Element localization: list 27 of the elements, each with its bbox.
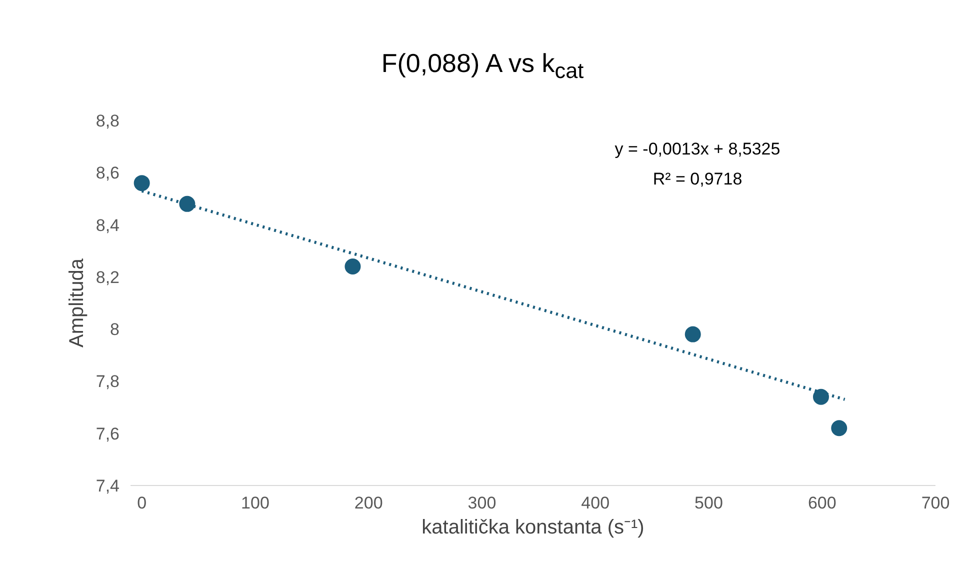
y-axis-title: Amplituda	[66, 258, 88, 348]
point	[134, 175, 150, 192]
y-tick-label: 8	[110, 320, 120, 340]
x-tick-label: 400	[581, 494, 610, 512]
y-tick-label: 8,4	[96, 216, 120, 235]
annotation: R² = 0,9718	[652, 170, 742, 188]
point	[812, 388, 829, 405]
x-tick-label: 0	[137, 494, 147, 512]
point	[684, 326, 701, 342]
x-tick-label: 100	[241, 494, 270, 512]
y-tick-label: 7,8	[96, 372, 120, 392]
annotation: y = -0,0013x + 8,5325	[614, 140, 780, 158]
point	[344, 258, 361, 274]
x-tick-label: 700	[921, 494, 950, 512]
x-tick-label: 500	[694, 494, 723, 512]
y-tick-label: 7,6	[96, 424, 120, 444]
y-tick-label: 7,4	[96, 476, 120, 496]
y-tick-label: 8,6	[96, 164, 120, 183]
x-axis-title: katalitička konstanta (s⁻¹)	[422, 516, 644, 538]
y-tick-label: 8,2	[96, 268, 120, 287]
point	[179, 196, 196, 212]
x-tick-label: 600	[808, 494, 836, 512]
chart-title: F(0,088) A vs k$_{cat}$	[381, 47, 584, 86]
x-tick-label: 300	[468, 494, 496, 512]
y-tick-label: 8,8	[96, 112, 120, 130]
x-tick-label: 200	[354, 494, 383, 512]
point	[831, 420, 848, 436]
